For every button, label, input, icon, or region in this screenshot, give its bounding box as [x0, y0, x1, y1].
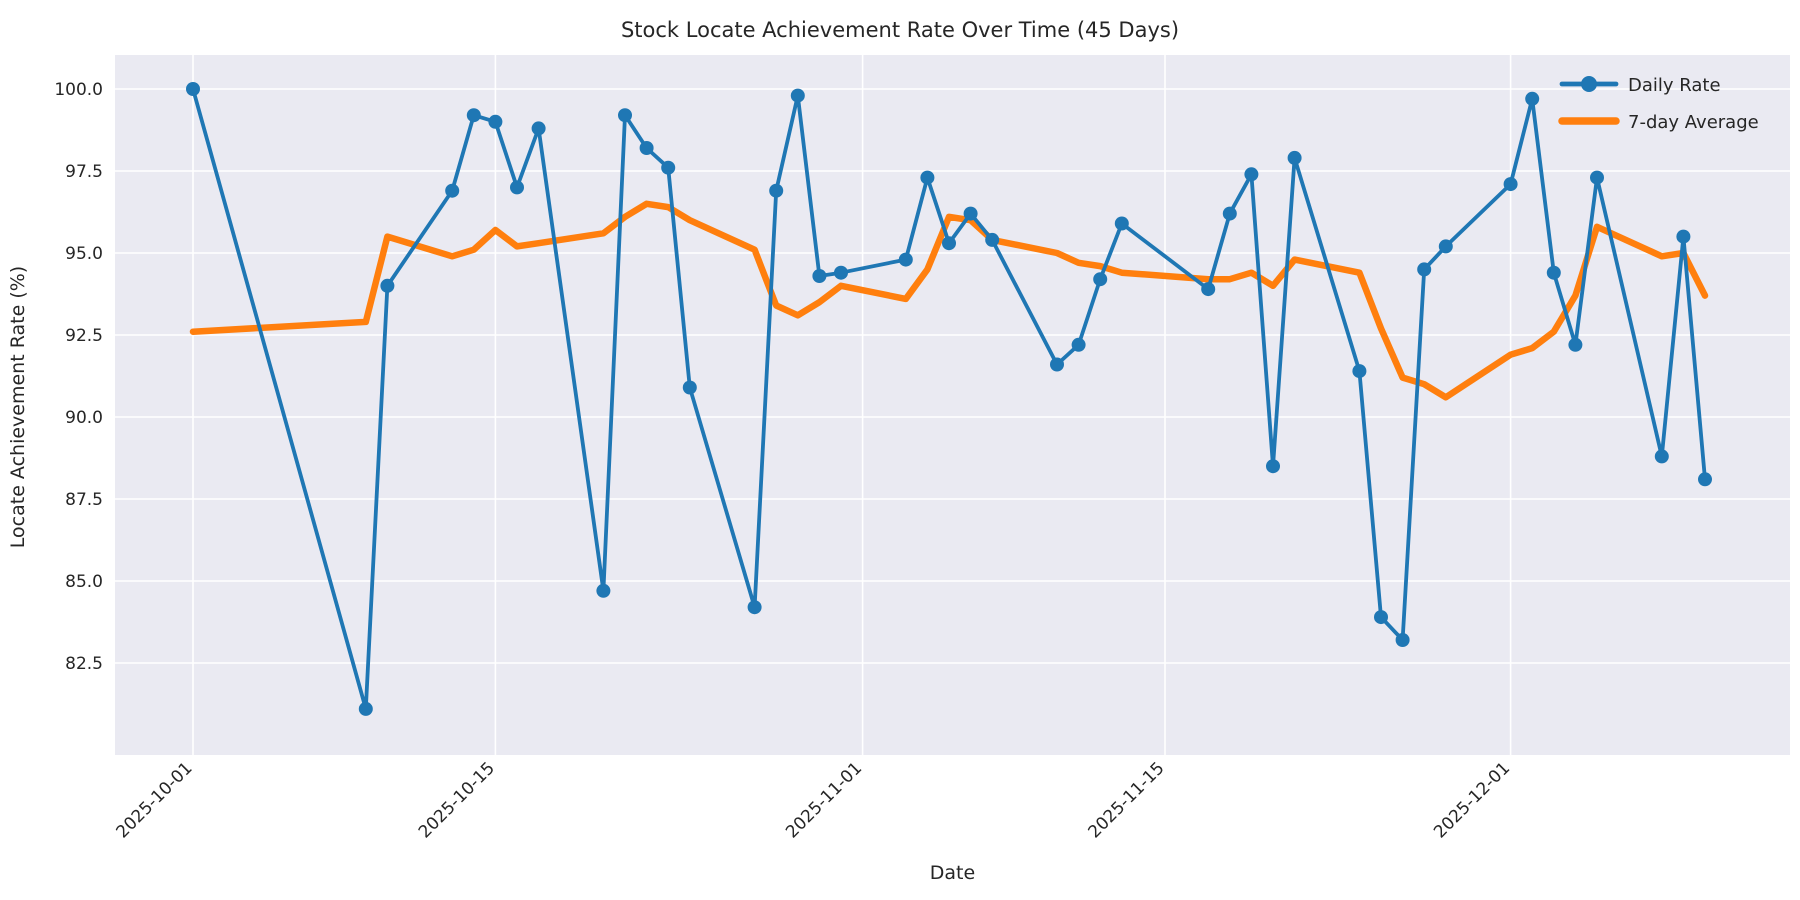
daily-rate-marker — [898, 252, 913, 267]
y-tick-label: 95.0 — [65, 244, 103, 264]
daily-rate-marker — [1071, 337, 1086, 352]
daily-rate-marker — [963, 206, 978, 221]
daily-rate-marker — [1266, 459, 1280, 474]
daily-rate-marker — [1676, 229, 1691, 244]
daily-rate-marker — [1568, 337, 1583, 352]
daily-rate-marker — [682, 380, 697, 395]
daily-rate-marker — [639, 141, 654, 155]
daily-rate-marker — [1395, 633, 1410, 647]
daily-rate-marker — [812, 269, 827, 283]
x-axis-label: Date — [929, 862, 976, 884]
daily-rate-marker — [1698, 472, 1712, 487]
y-axis-label: Locate Achievement Rate (%) — [7, 265, 29, 549]
y-tick-label: 85.0 — [65, 572, 103, 592]
y-tick-label: 97.5 — [65, 162, 103, 182]
daily-rate-marker — [466, 108, 481, 123]
daily-rate-marker — [1222, 206, 1237, 221]
daily-rate-marker — [1438, 239, 1453, 254]
daily-rate-marker — [1287, 150, 1302, 165]
daily-rate-marker — [380, 278, 395, 293]
daily-rate-marker — [985, 232, 1000, 247]
daily-rate-marker — [1654, 449, 1669, 464]
y-tick-label: 82.5 — [65, 654, 103, 674]
legend-label-7day-average: 7-day Average — [1628, 112, 1759, 133]
daily-rate-marker — [1590, 170, 1604, 185]
y-tick-label: 100.0 — [54, 80, 103, 100]
daily-rate-marker — [661, 160, 676, 175]
daily-rate-marker — [1093, 272, 1108, 287]
daily-rate-marker — [1201, 282, 1216, 297]
daily-rate-marker — [790, 88, 805, 103]
daily-rate-marker — [1503, 177, 1518, 192]
daily-rate-marker — [1374, 610, 1388, 625]
daily-rate-marker — [769, 183, 784, 198]
y-tick-label: 92.5 — [65, 326, 103, 346]
legend-label-daily-rate: Daily Rate — [1628, 75, 1721, 96]
y-tick-label: 87.5 — [65, 490, 103, 510]
daily-rate-marker — [445, 183, 460, 198]
daily-rate-marker — [618, 108, 632, 123]
y-tick-label: 90.0 — [65, 408, 103, 428]
daily-rate-marker — [596, 583, 611, 598]
daily-rate-marker — [1546, 265, 1561, 280]
daily-rate-marker — [488, 114, 503, 129]
daily-rate-marker — [747, 600, 762, 615]
daily-rate-marker — [1352, 364, 1367, 379]
daily-rate-marker — [1050, 357, 1064, 372]
daily-rate-marker — [1244, 167, 1259, 182]
daily-rate-marker — [510, 180, 524, 195]
daily-rate-marker — [834, 265, 848, 280]
daily-rate-marker — [920, 170, 935, 185]
daily-rate-marker — [358, 701, 373, 716]
daily-rate-marker — [531, 121, 546, 136]
daily-rate-marker — [186, 82, 200, 96]
x-tick-label: 2025-12-01 — [1430, 758, 1514, 842]
legend-daily-marker — [1581, 76, 1597, 92]
x-tick-label: 2025-10-15 — [415, 758, 499, 842]
x-tick-label: 2025-11-01 — [782, 758, 866, 842]
x-tick-label: 2025-11-15 — [1085, 758, 1169, 842]
daily-rate-marker — [1525, 91, 1540, 106]
daily-rate-marker — [942, 236, 956, 251]
daily-rate-marker — [1114, 216, 1129, 231]
chart-title: Stock Locate Achievement Rate Over Time … — [620, 18, 1180, 42]
x-tick-label: 2025-10-01 — [113, 758, 197, 842]
daily-rate-marker — [1417, 262, 1432, 277]
